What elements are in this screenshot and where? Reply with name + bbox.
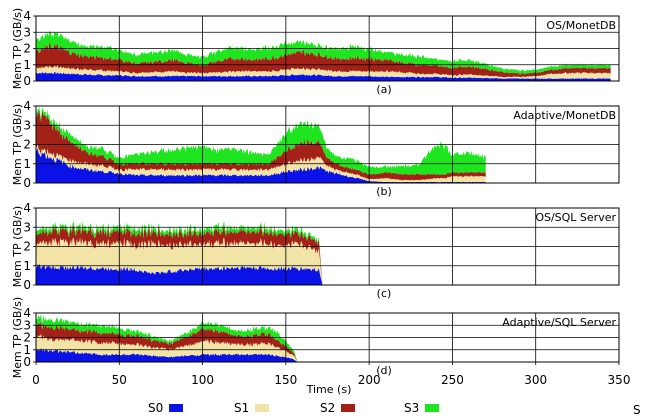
x-tick-label: 300: [524, 373, 547, 387]
y-tick-label: 2: [23, 240, 31, 254]
area-s0: [36, 347, 298, 362]
y-tick-label: 3: [23, 118, 31, 132]
stacked-areas: [36, 313, 298, 362]
y-axis-label: Mem TP (GB/s): [11, 8, 24, 89]
panel-caption: (a): [376, 83, 391, 96]
y-tick-label: 1: [23, 259, 31, 273]
area-s3: [36, 106, 486, 176]
stray-text: S: [633, 403, 641, 417]
y-tick-label: 4: [23, 201, 31, 215]
area-s2: [36, 320, 298, 362]
panel-caption: (d): [376, 364, 392, 377]
y-axis-label: Mem TP (GB/s): [11, 206, 24, 287]
y-tick-label: 3: [23, 318, 31, 332]
area-s1: [36, 65, 611, 79]
area-s3: [36, 31, 611, 75]
panel-caption: (c): [377, 287, 392, 300]
y-tick-label: 0: [23, 176, 31, 190]
stacked-areas: [36, 106, 486, 183]
y-tick-label: 4: [23, 9, 31, 23]
legend-item-s0: S0: [148, 401, 183, 415]
legend-swatch: [425, 404, 439, 412]
x-tick-label: 0: [32, 373, 40, 387]
area-s0: [36, 146, 486, 183]
legend-item-s2: S2: [320, 401, 355, 415]
x-tick-label: 200: [358, 373, 381, 387]
y-tick-label: 1: [23, 58, 31, 72]
y-tick-label: 3: [23, 25, 31, 39]
x-axis-label: Time (s): [306, 383, 352, 396]
y-tick-label: 2: [23, 138, 31, 152]
y-tick-label: 1: [23, 157, 31, 171]
area-s0: [36, 71, 611, 81]
grid: [36, 208, 619, 285]
y-tick-label: 0: [23, 74, 31, 88]
grid: [36, 16, 619, 81]
y-tick-label: 1: [23, 343, 31, 357]
y-tick-label: 0: [23, 278, 31, 292]
area-s1: [36, 333, 298, 362]
area-s2: [36, 225, 323, 285]
grid: [36, 106, 619, 183]
panel-title: OS/MonetDB: [546, 19, 616, 32]
y-tick-label: 2: [23, 42, 31, 56]
legend-label: S2: [320, 401, 335, 415]
legend-item-s1: S1: [234, 401, 269, 415]
x-tick-label: 150: [274, 373, 297, 387]
area-s0: [36, 263, 323, 285]
y-tick-label: 3: [23, 220, 31, 234]
grid: [36, 313, 619, 362]
y-tick-label: 4: [23, 306, 31, 320]
panel-caption: (b): [376, 185, 392, 198]
legend-label: S0: [148, 401, 163, 415]
area-s1: [36, 142, 486, 183]
area-s2: [36, 42, 611, 78]
legend-swatch: [169, 404, 183, 412]
legend-swatch: [255, 404, 269, 412]
stacked-areas: [36, 221, 323, 285]
panel-title: Adaptive/MonetDB: [513, 109, 616, 122]
x-tick-label: 250: [441, 373, 464, 387]
y-tick-label: 0: [23, 355, 31, 369]
y-axis-label: Mem TP (GB/s): [11, 104, 24, 185]
legend-item-s3: S3: [404, 401, 439, 415]
y-tick-label: 2: [23, 331, 31, 345]
x-tick-label: 100: [191, 373, 214, 387]
y-tick-label: 4: [23, 99, 31, 113]
panel-title: OS/SQL Server: [535, 211, 616, 224]
area-s2: [36, 110, 486, 181]
legend-swatch: [341, 404, 355, 412]
stacked-areas: [36, 31, 611, 81]
y-axis-label: Mem TP (GB/s): [11, 297, 24, 378]
area-s1: [36, 237, 323, 285]
legend: S0 S1 S2 S3: [148, 401, 439, 415]
legend-label: S1: [234, 401, 249, 415]
panel-title: Adaptive/SQL Server: [502, 316, 616, 329]
legend-label: S3: [404, 401, 419, 415]
x-tick-label: 50: [112, 373, 127, 387]
x-tick-label: 350: [608, 373, 631, 387]
